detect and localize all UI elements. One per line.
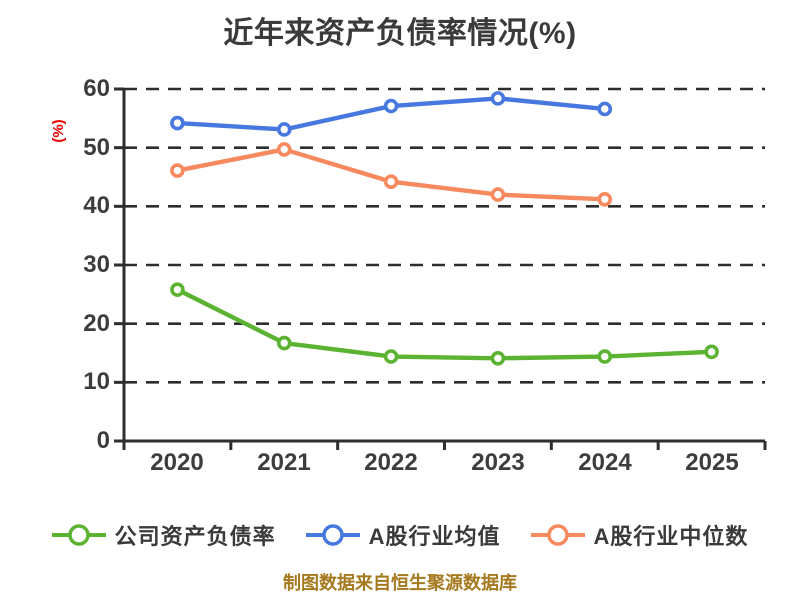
x-tick-2025: 2025 [685,449,739,476]
legend-label-industry-median: A股行业中位数 [593,524,749,549]
legend-item-company: 公司资产负债率 [51,519,276,551]
x-tick-2023: 2023 [471,449,525,476]
y-tick-0: 0 [96,427,110,454]
legend-marker-company-icon [51,524,106,546]
y-tick-30: 30 [83,251,110,278]
data-source-note: 制图数据来自恒生聚源数据库 [283,573,517,593]
legend-label-industry-mean: A股行业均值 [368,524,501,549]
legend: 公司资产负债率 A股行业均值 A股行业中位数 [0,519,800,551]
y-tick-20: 20 [83,310,110,337]
plot-area [114,87,767,450]
y-tick-50: 50 [83,134,110,161]
y-tick-60: 60 [83,75,110,102]
legend-item-industry-mean: A股行业均值 [305,519,501,551]
y-tick-10: 10 [83,368,110,395]
x-tick-2022: 2022 [364,449,418,476]
x-tick-2024: 2024 [578,449,632,476]
legend-marker-industry-mean-icon [305,524,360,546]
legend-marker-industry-median-icon [530,524,585,546]
legend-label-company: 公司资产负债率 [114,524,276,549]
x-tick-2020: 2020 [150,449,204,476]
x-tick-2021: 2021 [257,449,311,476]
chart-title: 近年来资产负债率情况(%) [223,17,577,50]
legend-item-industry-median: A股行业中位数 [530,519,749,551]
y-tick-40: 40 [83,192,110,219]
